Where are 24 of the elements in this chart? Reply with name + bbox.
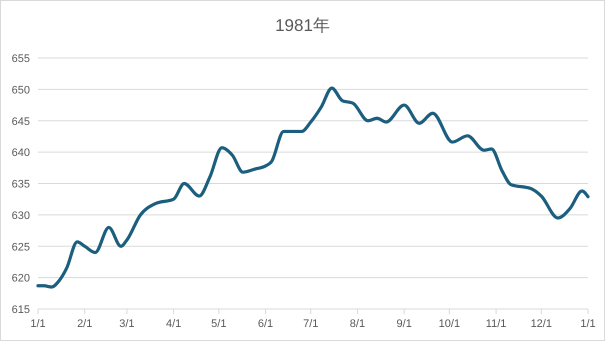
chart-title: 1981年 [275,16,330,35]
x-tick-label: 3/1 [119,318,135,330]
x-tick-label: 11/1 [486,318,506,330]
x-tick-label: 6/1 [258,318,274,330]
x-tick-label: 8/1 [350,318,366,330]
line-series [36,86,590,289]
x-tick-label: 5/1 [211,318,226,330]
x-tick-label: 12/1 [530,318,552,330]
y-tick-label: 655 [12,53,30,65]
y-tick-label: 625 [12,241,30,254]
y-tick-label: 650 [12,84,30,96]
x-tick-label: 1/1 [30,318,46,330]
x-tick-label: 4/1 [166,318,182,330]
x-tick-label: 10/1 [438,318,460,330]
x-tick-label: 7/1 [303,318,318,330]
x-tick-label: 1/1 [580,318,596,330]
x-tick-label: 2/1 [77,318,92,330]
y-tick-label: 635 [12,178,30,190]
y-tick-label: 640 [12,147,30,160]
x-tick-label: 9/1 [396,318,412,330]
y-tick-label: 620 [12,272,30,285]
y-tick-label: 645 [12,116,30,128]
y-tick-label: 615 [12,304,30,316]
y-tick-label: 630 [12,210,30,222]
